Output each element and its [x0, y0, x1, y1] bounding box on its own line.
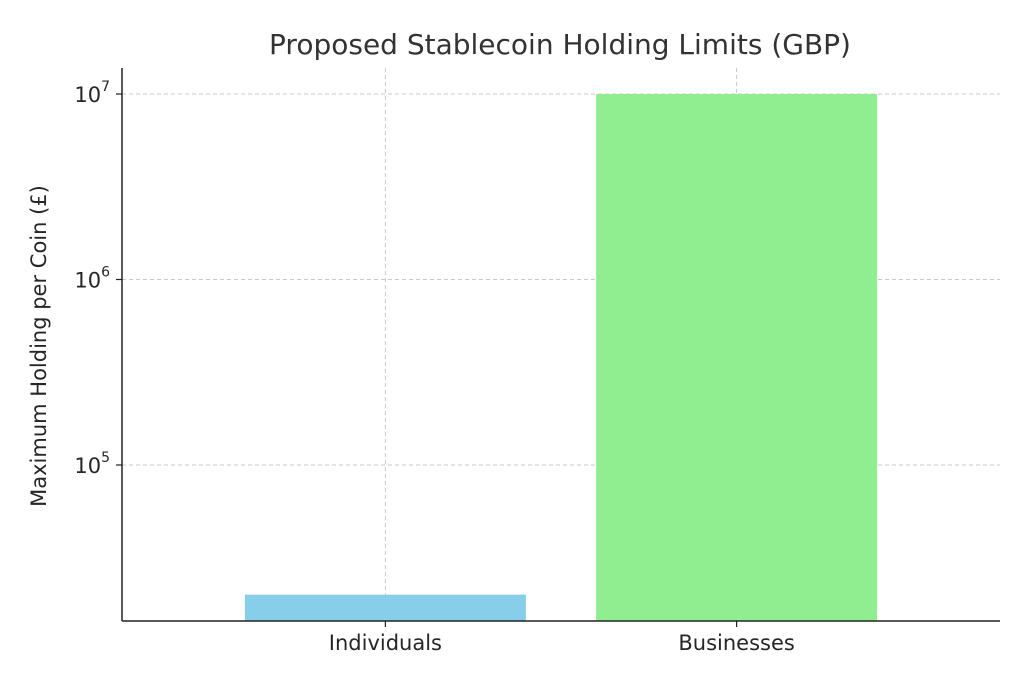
y-tick-base: 10 — [74, 83, 101, 107]
axes — [116, 68, 1000, 627]
bar-individuals — [244, 594, 526, 621]
bar-businesses — [596, 94, 878, 621]
y-tick-base: 10 — [74, 269, 101, 293]
y-tick-exponent: 6 — [101, 265, 110, 281]
x-tick-label: Individuals — [329, 631, 442, 655]
y-tick-base: 10 — [74, 454, 101, 478]
y-tick-exponent: 7 — [101, 79, 110, 95]
x-tick-label: Businesses — [678, 631, 794, 655]
y-tick-label: 106 — [74, 265, 110, 293]
y-tick-label: 107 — [74, 79, 110, 107]
y-tick-label: 105 — [74, 450, 110, 478]
y-axis-label: Maximum Holding per Coin (£) — [27, 185, 51, 507]
y-tick-exponent: 5 — [101, 450, 110, 466]
chart-title: Proposed Stablecoin Holding Limits (GBP) — [269, 28, 851, 61]
bars — [244, 94, 878, 621]
